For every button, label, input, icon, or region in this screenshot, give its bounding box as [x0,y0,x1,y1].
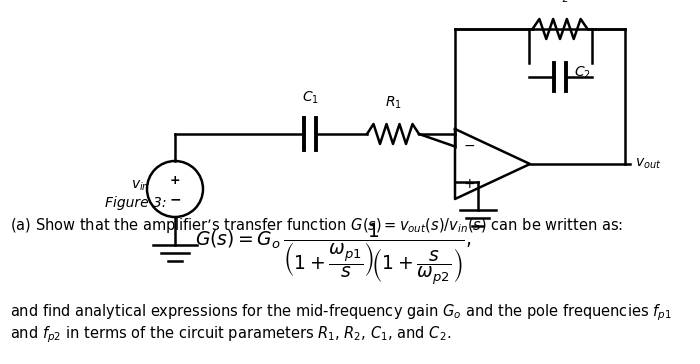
Text: +: + [169,174,181,186]
Text: $G(s) = G_o \, \dfrac{1}{\left(1+\dfrac{\omega_{p1}}{s}\right)\!\left(1+\dfrac{s: $G(s) = G_o \, \dfrac{1}{\left(1+\dfrac{… [195,221,472,287]
Text: and $f_{p2}$ in terms of the circuit parameters $R_1$, $R_2$, $C_1$, and $C_2$.: and $f_{p2}$ in terms of the circuit par… [10,324,452,345]
Text: Figure 3:: Figure 3: [105,196,167,210]
Text: $R_2$: $R_2$ [552,0,568,5]
Text: $-$: $-$ [463,138,475,151]
Text: (a) Show that the amplifier’s transfer function $G(s) = v_{out}(s)/v_{in}(s)$ ca: (a) Show that the amplifier’s transfer f… [10,216,623,235]
Text: −: − [169,192,181,206]
Text: $+$: $+$ [463,177,475,190]
Text: $v_{in}$: $v_{in}$ [131,179,149,193]
Text: $R_1$: $R_1$ [384,95,401,111]
Text: and find analytical expressions for the mid-frequency gain $G_o$ and the pole fr: and find analytical expressions for the … [10,302,671,323]
Text: $C_1$: $C_1$ [302,90,318,106]
Text: $C_2$: $C_2$ [574,65,591,81]
Text: $v_{out}$: $v_{out}$ [635,157,661,171]
